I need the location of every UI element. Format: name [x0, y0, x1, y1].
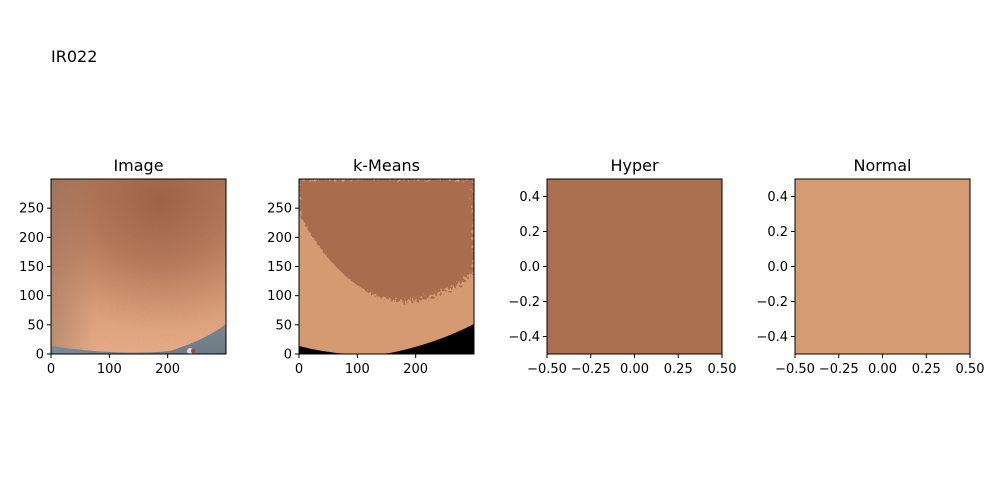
y-tick-label-image: 250 [19, 202, 44, 217]
hyper-color-fill [547, 179, 722, 354]
y-tick-label-normal: −0.2 [756, 295, 788, 310]
y-tick-label-hyper: 0.2 [519, 225, 540, 240]
panel-hyper-marks: Hyper −0.50 −0.25 0.00 0.25 0.50 −0.4 −0.2 0.0 0.… [508, 156, 736, 377]
y-tick-label-k-means: 100 [267, 289, 292, 304]
y-tick-label-k-means: 0 [284, 348, 292, 363]
x-tick-label-normal: 0.50 [956, 362, 985, 377]
x-tick-label-hyper: 0.00 [620, 362, 649, 377]
panel-normal [794, 178, 971, 355]
y-tick-label-image: 50 [27, 318, 44, 333]
y-tick-label-image: 200 [19, 231, 44, 246]
image-raster [51, 179, 226, 354]
x-tick-label-image: 100 [97, 362, 122, 377]
panel-normal-marks: Normal −0.50 −0.25 0.00 0.25 0.50 −0.4 −0.2 0.0 0… [756, 156, 984, 377]
y-tick-label-normal: 0.2 [767, 225, 788, 240]
x-tick-label-hyper: −0.25 [571, 362, 611, 377]
y-tick-label-hyper: −0.2 [508, 295, 540, 310]
panel-title-hyper: Hyper [610, 156, 659, 175]
x-tick-label-k-means: 0 [295, 362, 303, 377]
y-tick-label-normal: −0.4 [756, 330, 788, 345]
y-tick-label-k-means: 250 [267, 202, 292, 217]
x-tick-label-hyper: 0.25 [664, 362, 693, 377]
x-tick-label-k-means: 200 [403, 362, 428, 377]
y-tick-label-normal: 0.0 [767, 260, 788, 275]
panel-hyper [546, 178, 723, 355]
panel-image-marks: Image 0 100 200 0 50 100 150 200 250 [19, 156, 180, 377]
y-tick-label-hyper: 0.4 [519, 190, 540, 205]
x-tick-label-normal: 0.00 [868, 362, 897, 377]
y-tick-label-image: 0 [36, 348, 44, 363]
panel-k-means-marks: k-Means 0 100 200 0 50 100 150 200 250 [267, 156, 428, 377]
panel-image [50, 178, 227, 355]
y-tick-label-k-means: 150 [267, 260, 292, 275]
y-tick-label-hyper: 0.0 [519, 260, 540, 275]
panel-title-image: Image [113, 156, 163, 175]
x-tick-label-hyper: 0.50 [708, 362, 737, 377]
panel-kmeans [298, 178, 475, 355]
y-tick-label-image: 150 [19, 260, 44, 275]
y-tick-label-k-means: 50 [275, 318, 292, 333]
x-tick-label-k-means: 100 [345, 362, 370, 377]
normal-color-fill [795, 179, 970, 354]
y-tick-label-k-means: 200 [267, 231, 292, 246]
figure-title: IR022 [51, 47, 98, 66]
y-tick-label-hyper: −0.4 [508, 330, 540, 345]
x-tick-label-hyper: −0.50 [527, 362, 567, 377]
y-tick-label-image: 100 [19, 289, 44, 304]
panel-title-k-means: k-Means [353, 156, 420, 175]
x-tick-label-normal: 0.25 [912, 362, 941, 377]
x-tick-label-normal: −0.50 [775, 362, 815, 377]
kmeans-raster [299, 179, 474, 354]
y-tick-label-normal: 0.4 [767, 190, 788, 205]
x-tick-label-normal: −0.25 [819, 362, 859, 377]
x-tick-label-image: 0 [47, 362, 55, 377]
panel-title-normal: Normal [854, 156, 912, 175]
x-tick-label-image: 200 [155, 362, 180, 377]
